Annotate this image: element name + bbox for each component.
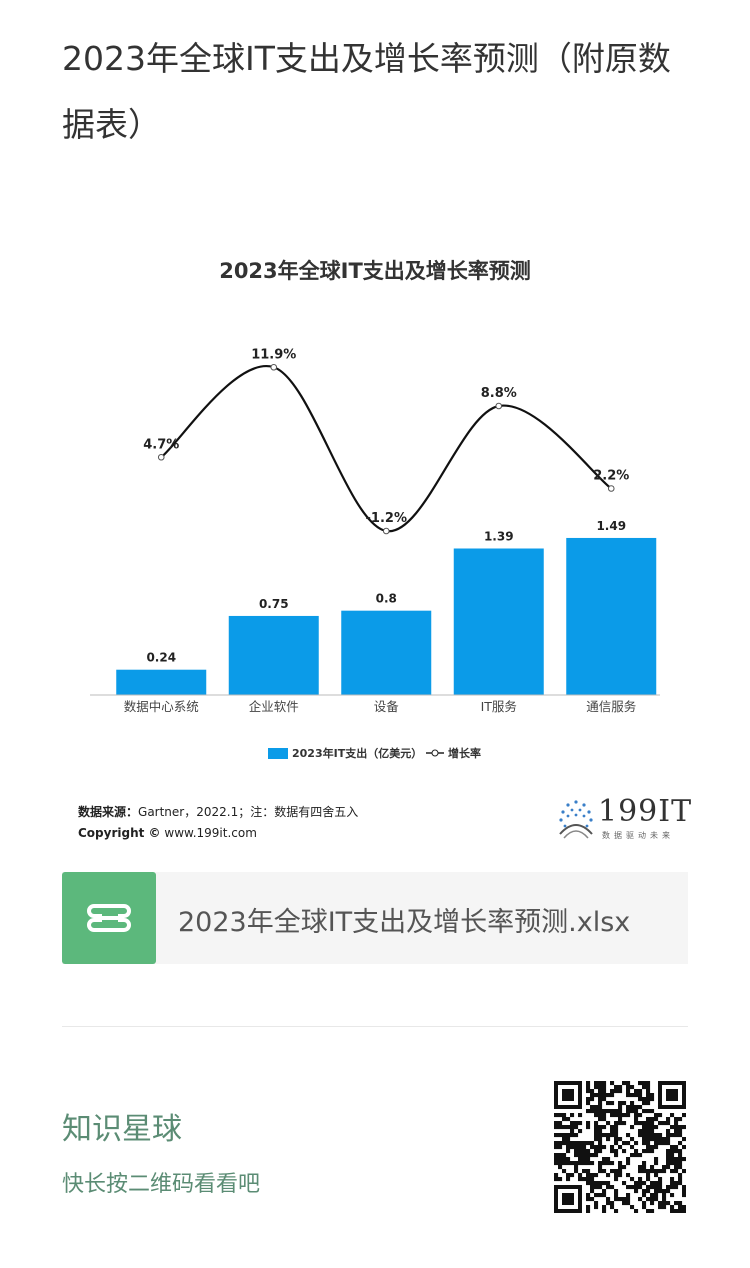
category-label-4: 通信服务 (586, 699, 636, 714)
bar-1 (228, 615, 319, 695)
source-note: 数据来源：Gartner，2022.1；注：数据有四舍五入 Copyright … (78, 802, 358, 844)
file-attachment[interactable]: 2023年全球IT支出及增长率预测.xlsx (62, 872, 688, 964)
rate-point-0 (157, 453, 165, 461)
divider (62, 1026, 688, 1027)
source-label: 数据来源： (78, 805, 139, 819)
logo-tagline: 数据驱动未来 (602, 831, 674, 840)
legend-bar-swatch (268, 748, 288, 759)
bar-value-label-0: 0.24 (146, 651, 176, 665)
chart-card: 2023年全球IT支出及增长率预测 0.24 0.75 0.8 1.39 1.49 4.… (62, 236, 691, 852)
copyright-label: Copyright © (78, 826, 161, 840)
category-label-0: 数据中心系统 (124, 699, 199, 714)
rate-label-2: -1.2% (366, 511, 407, 526)
bar-2 (341, 610, 432, 695)
bar-value-label-1: 0.75 (259, 597, 289, 611)
rate-label-0: 4.7% (143, 437, 179, 452)
source-text: Gartner，2022.1；注：数据有四舍五入 (138, 805, 359, 819)
rate-point-3 (495, 402, 503, 410)
category-label-2: 设备 (374, 699, 400, 714)
bar-0 (116, 669, 207, 695)
category-label-3: IT服务 (481, 699, 517, 714)
category-label-1: 企业软件 (249, 699, 299, 714)
brand-logo: 199IT 数据驱动未来 (554, 794, 691, 844)
bar-4 (566, 537, 657, 695)
chart-title: 2023年全球IT支出及增长率预测 (219, 259, 531, 283)
rate-point-4 (607, 485, 615, 492)
growth-rate-line (160, 365, 612, 533)
logo-name: 199IT (598, 794, 693, 829)
rate-label-1: 11.9% (251, 347, 296, 362)
rate-label-4: 2.2% (593, 469, 629, 484)
rate-point-2 (382, 527, 390, 535)
spreadsheet-s-icon (62, 872, 156, 964)
bar-value-label-2: 0.8 (376, 592, 397, 606)
chart-svg: 2023年全球IT支出及增长率预测 0.24 0.75 0.8 1.39 1.49 4.… (90, 259, 660, 760)
qr-code-icon[interactable] (554, 1081, 686, 1213)
legend-bar-label: 2023年IT支出（亿美元） (292, 746, 422, 760)
article-title: 2023年全球IT支出及增长率预测（附原数据表） (62, 39, 671, 144)
legend-line-marker (431, 749, 439, 757)
rate-label-3: 8.8% (481, 386, 517, 401)
bar-value-label-4: 1.49 (596, 519, 626, 533)
planet-subtitle: 快长按二维码看看吧 (62, 1172, 261, 1197)
bar-value-label-3: 1.39 (484, 529, 514, 543)
dandelion-logo-icon (559, 800, 593, 839)
file-name[interactable]: 2023年全球IT支出及增长率预测.xlsx (178, 907, 631, 938)
rate-point-1 (270, 363, 278, 371)
legend-line-label: 增长率 (448, 746, 481, 760)
bar-3 (453, 548, 544, 695)
planet-title: 知识星球 (62, 1112, 182, 1147)
copyright-url: www.199it.com (164, 826, 257, 840)
